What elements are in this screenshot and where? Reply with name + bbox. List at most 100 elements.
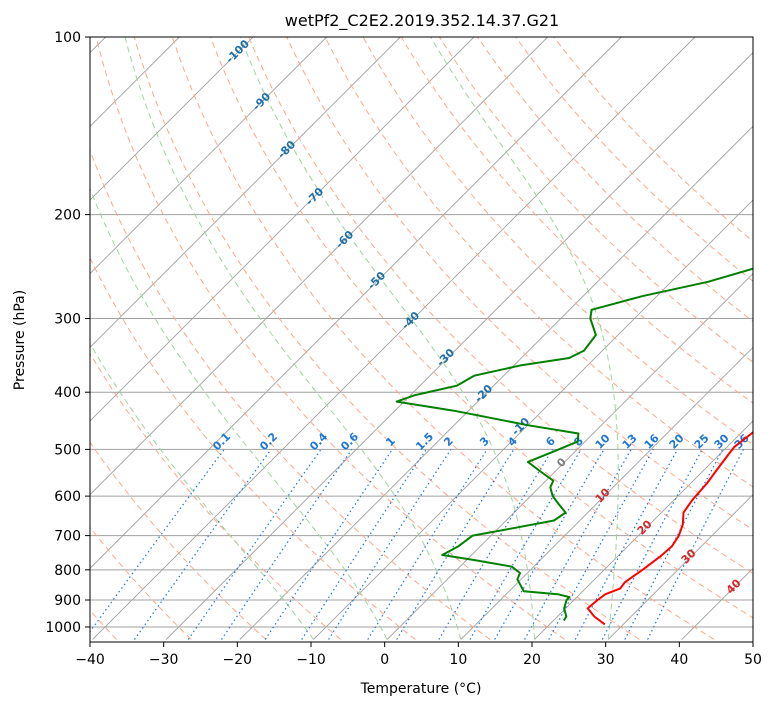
dry-adiabat-line: [400, 37, 753, 404]
isotherms: [90, 37, 775, 640]
isotherm-line: [681, 567, 753, 640]
y-tick-label: 600: [54, 489, 81, 505]
profile-series: [395, 267, 753, 626]
dry-adiabat-line: [248, 37, 753, 575]
x-tick-label: 10: [449, 652, 467, 668]
isotherm-line: [239, 125, 753, 640]
dry-adiabat-label: -10: [509, 415, 532, 438]
dry-adiabat-line: [324, 37, 753, 488]
mixing-ratio-label: 25: [692, 432, 712, 452]
dry-adiabat-label: -20: [472, 382, 495, 405]
dry-adiabat-label: -30: [434, 346, 457, 369]
isopleth-labels: -100-90-80-70-60-50-40-30-20-10010203040…: [210, 37, 752, 597]
y-tick-label: 1000: [45, 620, 81, 636]
dry-adiabats: [90, 37, 753, 640]
mixing-ratio-line: [396, 449, 515, 640]
y-tick-label: 900: [54, 593, 81, 609]
chart-title: wetPf2_C2E2.2019.352.14.37.G21: [285, 11, 559, 31]
mixing-ratio-line: [134, 449, 272, 640]
dry-adiabat-line: [90, 352, 342, 640]
x-tick-label: 0: [380, 652, 389, 668]
x-tick-label: −30: [149, 652, 179, 668]
moist-adiabat-line: [430, 37, 619, 640]
isotherm-line: [607, 494, 753, 640]
dry-adiabat-line: [95, 37, 566, 640]
mixing-ratio-label: 20: [667, 431, 687, 451]
dry-adiabat-line: [515, 37, 753, 282]
y-tick-label: 800: [54, 563, 81, 579]
mixing-ratio-line: [90, 449, 225, 633]
dry-adiabat-line: [210, 37, 753, 619]
x-axis-ticks: −40 −30 −20 −10 0 10 20 30 40 50: [75, 642, 762, 668]
y-tick-label: 100: [54, 30, 81, 46]
dry-adiabat-label: -40: [399, 309, 422, 332]
mixing-ratio-line: [220, 449, 353, 640]
isotherm-line: [90, 37, 548, 496]
isotherm-line: [386, 273, 753, 640]
isotherm-line: [90, 37, 254, 201]
mixing-ratio-label: 2: [441, 434, 456, 449]
y-axis-label: Pressure (hPa): [12, 290, 28, 390]
moist-adiabat-line: [239, 37, 535, 640]
dry-adiabat-line: [171, 37, 715, 640]
x-tick-label: −20: [223, 652, 253, 668]
moist-adiabat-line: [124, 37, 462, 640]
mixing-ratio-line: [601, 449, 703, 640]
y-tick-label: 300: [54, 312, 81, 328]
x-tick-label: 40: [670, 652, 688, 668]
dry-adiabat-line: [90, 148, 491, 640]
isotherm-line: [460, 346, 753, 640]
isotherm-line: [90, 37, 475, 422]
x-tick-label: −40: [75, 652, 105, 668]
mixing-ratio-line: [264, 449, 393, 640]
dry-adiabat-label: -100: [223, 37, 252, 66]
mixing-ratio-line: [647, 449, 745, 640]
y-tick-label: 200: [54, 208, 81, 224]
moist-adiabat-line: [90, 342, 314, 640]
isotherm-line: [313, 199, 753, 640]
mixing-ratio-label: 10: [593, 431, 613, 451]
x-tick-label: −10: [296, 652, 326, 668]
dry-adiabat-line: [362, 37, 753, 446]
mixing-ratio-line: [524, 449, 632, 640]
plot-area: -100-90-80-70-60-50-40-30-20-10010203040…: [90, 37, 775, 640]
isotherm-line: [90, 37, 327, 275]
temperature-line: [586, 430, 753, 626]
x-tick-label: 30: [597, 652, 615, 668]
x-tick-label: 50: [744, 652, 762, 668]
isotherm-line: [165, 52, 753, 640]
mixing-ratio-lines: [90, 449, 745, 640]
dewpoint-line: [395, 267, 753, 622]
dry-adiabat-line: [477, 37, 753, 323]
y-axis-ticks: 100 200 300 400 500 600 700 800 900 1000: [45, 30, 90, 636]
moist-adiabat-label: 30: [679, 546, 699, 566]
mixing-ratio-line: [367, 449, 488, 640]
dry-adiabat-line: [90, 256, 416, 640]
moist-adiabat-label: 20: [635, 517, 655, 537]
x-axis-label: Temperature (°C): [360, 681, 482, 697]
y-tick-label: 700: [54, 529, 81, 545]
mixing-ratio-line: [301, 449, 427, 640]
pressure-gridlines: [90, 37, 753, 628]
x-tick-label: 20: [523, 652, 541, 668]
y-tick-label: 500: [54, 442, 81, 458]
moist-adiabat-line: [90, 187, 388, 640]
mixing-ratio-line: [187, 449, 322, 640]
mixing-ratio-label: 3: [477, 434, 492, 449]
moist-adiabat-label: 10: [593, 485, 613, 505]
mixing-ratio-label: 30: [712, 431, 732, 451]
moist-adiabats: [90, 37, 619, 640]
y-tick-label: 400: [54, 385, 81, 401]
mixing-ratio-line: [328, 449, 452, 640]
isotherm-line: [534, 420, 753, 640]
dry-adiabat-label: -50: [365, 269, 388, 292]
dry-adiabat-line: [90, 441, 267, 640]
isotherm-line: [90, 37, 401, 348]
isotherm-line: [755, 37, 775, 640]
mixing-ratio-label: 6: [543, 434, 558, 449]
mixing-ratio-label: 1: [383, 434, 398, 449]
isotherm-line: [90, 37, 622, 569]
moist-adiabat-label: 40: [724, 576, 744, 596]
mixing-ratio-line: [548, 449, 654, 640]
